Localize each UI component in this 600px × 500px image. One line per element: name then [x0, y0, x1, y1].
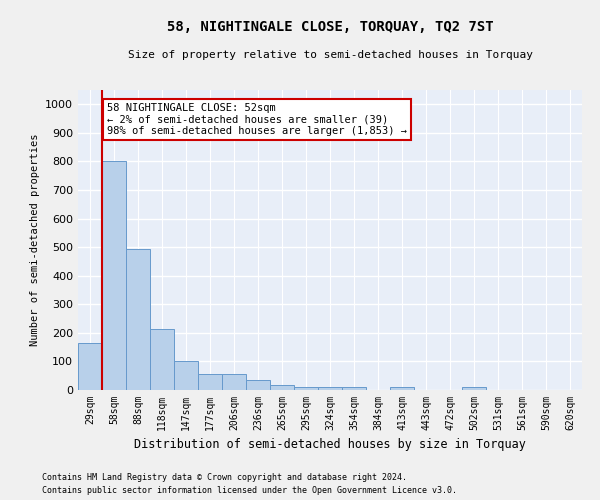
Text: Size of property relative to semi-detached houses in Torquay: Size of property relative to semi-detach… [128, 50, 533, 60]
Bar [174, 362, 198, 390]
Bar [222, 374, 246, 390]
Bar [150, 328, 174, 390]
Text: Contains HM Land Registry data © Crown copyright and database right 2024.: Contains HM Land Registry data © Crown c… [42, 474, 407, 482]
Text: 58, NIGHTINGALE CLOSE, TORQUAY, TQ2 7ST: 58, NIGHTINGALE CLOSE, TORQUAY, TQ2 7ST [167, 20, 493, 34]
Text: 58 NIGHTINGALE CLOSE: 52sqm
← 2% of semi-detached houses are smaller (39)
98% of: 58 NIGHTINGALE CLOSE: 52sqm ← 2% of semi… [107, 103, 407, 136]
X-axis label: Distribution of semi-detached houses by size in Torquay: Distribution of semi-detached houses by … [134, 438, 526, 452]
Bar [462, 387, 486, 390]
Bar [390, 387, 414, 390]
Bar [126, 248, 150, 390]
Bar [342, 387, 366, 390]
Bar [318, 387, 342, 390]
Bar [294, 386, 318, 390]
Text: Contains public sector information licensed under the Open Government Licence v3: Contains public sector information licen… [42, 486, 457, 495]
Bar [270, 385, 294, 390]
Bar [78, 343, 102, 390]
Bar [198, 374, 222, 390]
Bar [102, 162, 126, 390]
Y-axis label: Number of semi-detached properties: Number of semi-detached properties [29, 134, 40, 346]
Bar [246, 380, 270, 390]
